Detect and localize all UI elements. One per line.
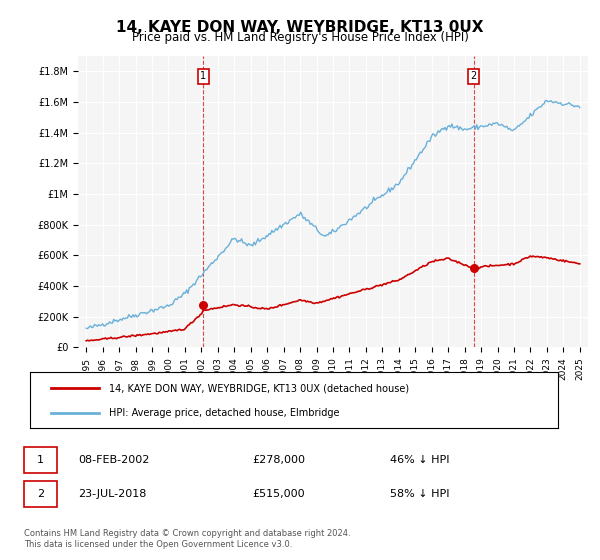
Text: £278,000: £278,000: [252, 455, 305, 465]
Text: 46% ↓ HPI: 46% ↓ HPI: [390, 455, 449, 465]
Text: Price paid vs. HM Land Registry's House Price Index (HPI): Price paid vs. HM Land Registry's House …: [131, 31, 469, 44]
Text: HPI: Average price, detached house, Elmbridge: HPI: Average price, detached house, Elmb…: [109, 408, 340, 418]
Text: 08-FEB-2002: 08-FEB-2002: [78, 455, 149, 465]
Text: 23-JUL-2018: 23-JUL-2018: [78, 489, 146, 499]
Point: [469, 264, 478, 273]
Text: 58% ↓ HPI: 58% ↓ HPI: [390, 489, 449, 499]
Bar: [24, 447, 57, 473]
Text: 2: 2: [470, 71, 477, 81]
Text: 1: 1: [37, 455, 44, 465]
Text: 1: 1: [200, 71, 206, 81]
Bar: [24, 481, 57, 507]
Text: 2: 2: [37, 489, 44, 499]
Text: 14, KAYE DON WAY, WEYBRIDGE, KT13 0UX: 14, KAYE DON WAY, WEYBRIDGE, KT13 0UX: [116, 20, 484, 35]
Text: £515,000: £515,000: [252, 489, 305, 499]
Text: Contains HM Land Registry data © Crown copyright and database right 2024.
This d: Contains HM Land Registry data © Crown c…: [24, 529, 350, 549]
Point: [198, 300, 208, 309]
Text: 14, KAYE DON WAY, WEYBRIDGE, KT13 0UX (detached house): 14, KAYE DON WAY, WEYBRIDGE, KT13 0UX (d…: [109, 383, 409, 393]
